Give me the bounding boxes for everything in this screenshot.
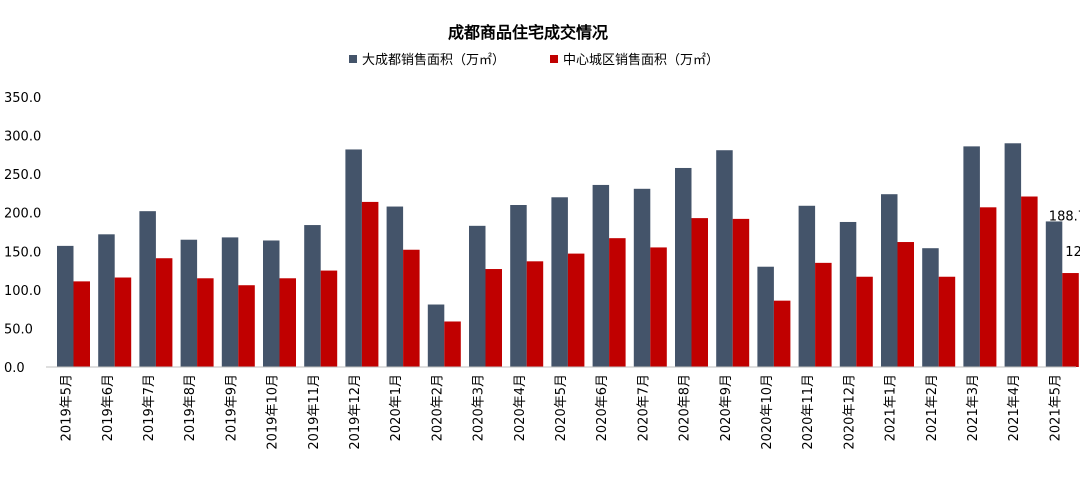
y-tick-label: 350.0 (4, 91, 41, 106)
bar-series-2 (1062, 273, 1079, 367)
legend-swatch-series-2 (550, 55, 558, 63)
bar-series-2 (650, 247, 667, 367)
bar-series-2 (155, 258, 173, 367)
bar-series-2 (279, 278, 296, 367)
bar-series-1 (675, 167, 692, 367)
x-tick-label: 2020年4月 (513, 374, 528, 441)
bar-series-2 (609, 238, 626, 367)
bar-series-1 (839, 221, 857, 367)
bar-series-2 (197, 278, 214, 367)
x-tick-label: 2019年7月 (142, 374, 157, 441)
x-tick-label: 2019年9月 (224, 374, 239, 441)
bar-series-2 (773, 300, 791, 367)
legend-label-series-2: 中心城区销售面积（万㎡） (563, 52, 719, 68)
bar-series-1 (881, 194, 898, 367)
x-tick-label: 2021年1月 (884, 374, 899, 441)
y-tick-label: 150.0 (4, 245, 41, 260)
bar-series-2 (979, 207, 997, 367)
legend-swatch-series-1 (349, 55, 357, 63)
bar-series-1 (1004, 143, 1022, 367)
x-tick-label: 2021年2月 (925, 374, 940, 441)
bar-series-1 (469, 225, 486, 367)
x-tick-label: 2020年6月 (595, 374, 610, 441)
data-label: 188.7 (1049, 209, 1080, 224)
bar-series-1 (510, 205, 527, 367)
bar-series-1 (716, 150, 733, 367)
bar-series-1 (139, 211, 156, 367)
bar-series-2 (114, 277, 132, 367)
x-tick-label: 2020年7月 (636, 374, 651, 441)
bar-series-2 (361, 201, 379, 367)
bar-series-1 (345, 149, 362, 367)
data-label: 121.8 (1065, 245, 1080, 260)
bar-series-1 (180, 239, 198, 367)
y-tick-label: 0.0 (4, 361, 25, 376)
bar-series-2 (567, 253, 585, 367)
bar-series-1 (57, 245, 74, 367)
bar-series-1 (798, 205, 816, 367)
data-labels: 188.7 121.8 (1049, 209, 1080, 260)
x-tick-label: 2019年10月 (266, 374, 281, 450)
x-tick-label: 2020年12月 (842, 374, 857, 450)
bar-series-2 (403, 249, 420, 367)
x-tick-label: 2019年8月 (183, 374, 198, 441)
x-tick-label: 2020年10月 (760, 374, 775, 450)
bar-series-2 (238, 285, 255, 367)
y-tick-label: 250.0 (4, 168, 41, 183)
x-tick-label: 2019年12月 (348, 374, 363, 450)
bar-series-1 (263, 240, 280, 367)
x-tick-label: 2019年11月 (307, 374, 322, 450)
x-tick-label: 2020年8月 (678, 374, 693, 441)
bar-series-1 (551, 197, 568, 367)
y-tick-label: 100.0 (4, 284, 41, 299)
bar-series-2 (897, 242, 914, 367)
bar-series-1 (221, 237, 239, 367)
bar-series-1 (922, 248, 939, 367)
bar-series-1 (386, 206, 404, 367)
bar-series-1 (592, 184, 610, 367)
x-tick-label: 2020年11月 (801, 374, 816, 450)
bar-series-2 (485, 269, 502, 367)
x-tick-label: 2020年2月 (430, 374, 445, 441)
bar-series-2 (526, 261, 544, 367)
x-tick-label: 2021年3月 (966, 374, 981, 441)
x-tick-label: 2021年5月 (1048, 374, 1063, 441)
legend: 大成都销售面积（万㎡） 中心城区销售面积（万㎡） (349, 52, 719, 68)
x-tick-label: 2020年1月 (389, 374, 404, 441)
bar-series-2 (732, 218, 750, 367)
bar-series-1 (427, 304, 445, 367)
bar-series-2 (1021, 196, 1038, 367)
chart-title: 成都商品住宅成交情况 (448, 23, 608, 42)
bar-series-2 (938, 276, 956, 367)
y-tick-label: 50.0 (4, 322, 33, 337)
bar-series-1 (304, 225, 321, 367)
bar-series-2 (320, 270, 338, 367)
legend-label-series-1: 大成都销售面积（万㎡） (362, 52, 505, 68)
bars (57, 143, 1079, 367)
bar-series-2 (444, 321, 461, 367)
x-axis-tick-labels: 2019年5月 2019年6月 2019年7月 2019年8月 2019年9月 2019年… (60, 374, 1064, 450)
x-tick-label: 2020年3月 (472, 374, 487, 441)
bar-series-2 (815, 262, 832, 367)
bar-series-1 (1045, 221, 1063, 367)
y-axis-tick-labels: 0.0 50.0 100.0 150.0 200.0 250.0 300.0 350.0 (4, 91, 41, 376)
bar-series-2 (73, 281, 90, 367)
bar-series-1 (633, 188, 651, 367)
y-tick-label: 300.0 (4, 130, 41, 145)
x-tick-label: 2020年5月 (554, 374, 569, 441)
x-tick-label: 2019年5月 (60, 374, 75, 441)
x-tick-label: 2019年6月 (101, 374, 116, 441)
bar-series-1 (98, 234, 115, 367)
x-tick-label: 2021年4月 (1007, 374, 1022, 441)
x-tick-label: 2020年9月 (719, 374, 734, 441)
bar-series-2 (691, 218, 708, 367)
bar-series-1 (963, 146, 980, 367)
bar-series-1 (757, 266, 774, 367)
y-tick-label: 200.0 (4, 207, 41, 222)
bar-series-2 (856, 276, 873, 367)
